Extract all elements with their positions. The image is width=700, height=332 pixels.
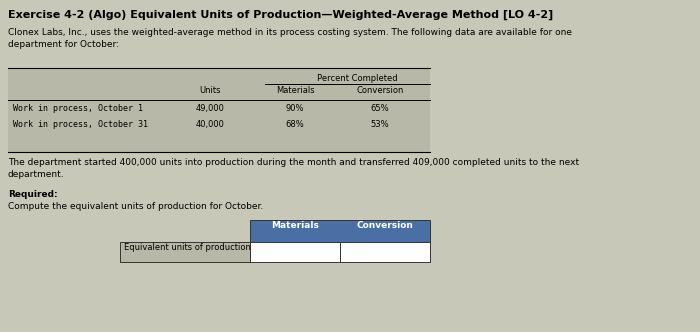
Bar bbox=[340, 242, 430, 262]
Text: 68%: 68% bbox=[286, 120, 304, 129]
Bar bbox=[120, 242, 250, 262]
Text: 65%: 65% bbox=[371, 104, 389, 113]
Text: Conversion: Conversion bbox=[356, 86, 404, 95]
Text: Compute the equivalent units of production for October.: Compute the equivalent units of producti… bbox=[8, 202, 263, 211]
Bar bbox=[250, 220, 430, 242]
Text: Work in process, October 1: Work in process, October 1 bbox=[13, 104, 143, 113]
Text: Materials: Materials bbox=[276, 86, 314, 95]
Text: Equivalent units of production: Equivalent units of production bbox=[124, 243, 251, 252]
Text: Clonex Labs, Inc., uses the weighted-average method in its process costing syste: Clonex Labs, Inc., uses the weighted-ave… bbox=[8, 28, 572, 49]
Text: 40,000: 40,000 bbox=[195, 120, 225, 129]
Text: 90%: 90% bbox=[286, 104, 304, 113]
Text: Materials: Materials bbox=[271, 221, 319, 230]
Text: Work in process, October 31: Work in process, October 31 bbox=[13, 120, 148, 129]
Text: 53%: 53% bbox=[371, 120, 389, 129]
Text: 49,000: 49,000 bbox=[195, 104, 225, 113]
Text: Units: Units bbox=[199, 86, 220, 95]
Bar bbox=[8, 68, 430, 152]
Bar bbox=[250, 242, 340, 262]
Text: Required:: Required: bbox=[8, 190, 57, 199]
Text: Exercise 4-2 (Algo) Equivalent Units of Production—Weighted-Average Method [LO 4: Exercise 4-2 (Algo) Equivalent Units of … bbox=[8, 10, 553, 20]
Text: The department started 400,000 units into production during the month and transf: The department started 400,000 units int… bbox=[8, 158, 579, 179]
Text: Percent Completed: Percent Completed bbox=[317, 74, 398, 83]
Text: Conversion: Conversion bbox=[356, 221, 414, 230]
